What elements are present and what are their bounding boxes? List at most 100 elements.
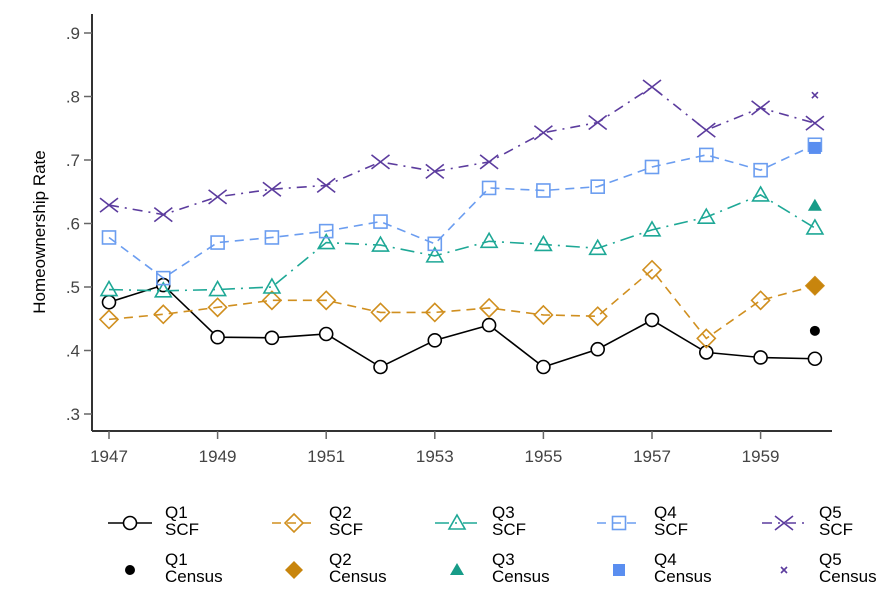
data-point — [479, 231, 499, 249]
data-point — [101, 230, 117, 245]
data-point — [481, 317, 497, 333]
legend-label: Census — [165, 567, 223, 586]
legend-label: Q5 — [819, 550, 842, 569]
series-q2-scf — [98, 259, 826, 349]
data-point — [316, 290, 337, 311]
y-tick-label: .7 — [66, 151, 80, 170]
data-point — [533, 304, 554, 326]
legend-marker — [450, 563, 464, 575]
x-tick-label: 1947 — [90, 447, 128, 466]
y-tick-label: .8 — [66, 88, 80, 107]
legend-label: Census — [819, 567, 877, 586]
census-point-q5 — [811, 91, 819, 99]
data-point — [316, 177, 336, 194]
data-point — [751, 100, 771, 116]
x-tick-label: 1949 — [199, 447, 237, 466]
legend-label: Q3 — [492, 550, 515, 569]
data-point — [533, 125, 553, 141]
data-point — [698, 147, 714, 163]
x-tick-label: 1959 — [742, 447, 780, 466]
data-point — [641, 259, 663, 280]
legend-label: Q3 — [492, 503, 515, 522]
data-point — [644, 159, 660, 175]
data-point — [805, 115, 825, 131]
data-point — [751, 185, 770, 202]
data-point — [424, 302, 445, 323]
legend-marker — [285, 561, 303, 579]
legend-label: Q1 — [165, 550, 188, 569]
data-point — [644, 312, 660, 328]
data-point — [478, 297, 500, 319]
legend-label: SCF — [492, 520, 526, 539]
legend-marker — [611, 515, 627, 531]
census-point-q1 — [809, 325, 820, 336]
data-point — [373, 214, 388, 229]
data-point — [425, 163, 445, 180]
legend-marker — [613, 564, 625, 576]
data-point — [588, 238, 608, 256]
data-point — [207, 297, 228, 318]
data-point — [534, 234, 553, 252]
data-point — [696, 207, 716, 224]
data-point — [210, 235, 225, 250]
y-tick-label: .3 — [66, 405, 80, 424]
legend-label: SCF — [654, 520, 688, 539]
census-point-q2 — [805, 276, 824, 295]
x-tick-label: 1951 — [307, 447, 345, 466]
data-point — [318, 223, 334, 239]
data-point — [210, 329, 225, 345]
data-point — [371, 154, 390, 170]
x-tick-label: 1953 — [416, 447, 454, 466]
legend-marker — [125, 565, 135, 575]
y-tick-label: .4 — [66, 342, 80, 361]
series-q1-scf — [101, 277, 823, 375]
data-point — [156, 270, 171, 286]
data-point — [479, 154, 499, 170]
legend-marker — [780, 566, 788, 574]
legend-marker — [774, 515, 794, 531]
data-point — [99, 197, 119, 213]
series-q3-scf — [99, 185, 825, 298]
y-tick-label: .6 — [66, 215, 80, 234]
legend-label: SCF — [329, 520, 363, 539]
data-point — [373, 359, 388, 375]
census-point-q3 — [807, 198, 822, 211]
legend-label: Q2 — [329, 550, 352, 569]
x-tick-label: 1955 — [524, 447, 562, 466]
data-point — [262, 277, 282, 294]
data-point — [642, 79, 662, 95]
legend-label: SCF — [165, 520, 199, 539]
data-point — [208, 189, 228, 205]
data-point — [153, 281, 173, 298]
legend-label: Census — [654, 567, 712, 586]
data-point — [427, 236, 443, 252]
data-point — [590, 341, 606, 357]
axes: .3 .4 .5 .6 .7 .8 .9 1947 1949 1951 1953 1955 1957 19… — [66, 14, 832, 466]
data-point — [153, 206, 173, 223]
series-line — [108, 194, 816, 292]
y-tick-label: .9 — [66, 24, 80, 43]
data-point — [696, 328, 717, 349]
data-point — [805, 218, 825, 235]
series-line — [108, 144, 816, 280]
data-point — [753, 162, 768, 178]
data-point — [481, 180, 497, 196]
data-point — [698, 345, 714, 360]
data-point — [807, 351, 823, 367]
data-point — [425, 246, 445, 263]
data-point — [536, 183, 551, 198]
x-tick-label: 1957 — [633, 447, 671, 466]
legend-marker — [283, 512, 305, 534]
legend-label: Census — [329, 567, 387, 586]
data-point — [261, 290, 283, 311]
series-line — [108, 85, 816, 216]
data-point — [370, 302, 391, 323]
census-point-q4 — [808, 141, 821, 154]
series-line — [108, 284, 815, 368]
